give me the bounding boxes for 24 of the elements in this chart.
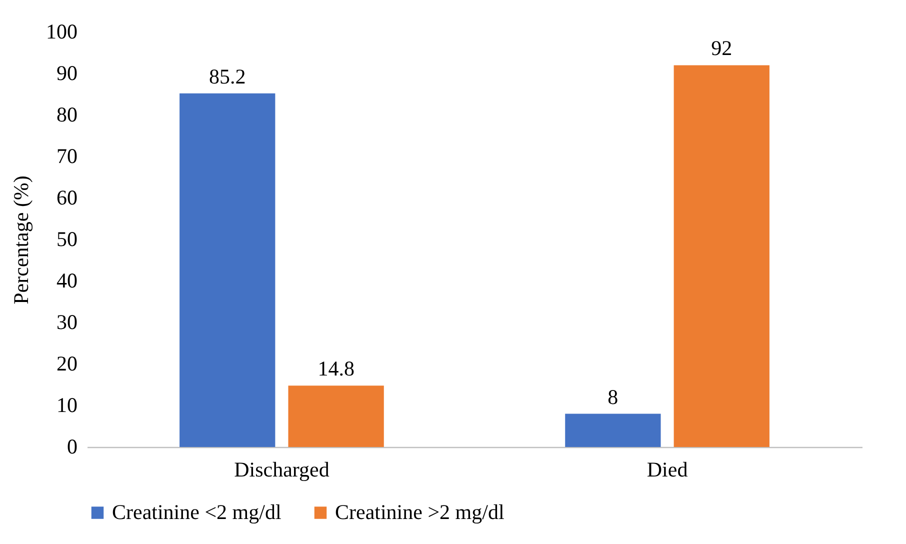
y-tick-label: 40	[56, 268, 78, 292]
y-tick-label: 90	[56, 61, 78, 85]
x-tick-label: Discharged	[234, 458, 330, 482]
data-label: 85.2	[208, 64, 246, 88]
y-tick-label: 50	[56, 227, 78, 251]
bar	[674, 65, 770, 447]
y-tick-label: 0	[67, 434, 78, 458]
y-tick-label: 80	[56, 102, 78, 126]
y-tick-label: 70	[56, 144, 78, 168]
data-label: 14.8	[318, 356, 354, 381]
data-label: 92	[711, 36, 732, 60]
data-label: 8	[608, 384, 618, 409]
y-tick-label: 10	[56, 393, 78, 417]
y-tick-label: 30	[56, 310, 78, 334]
legend-label: Creatinine >2 mg/dl	[335, 500, 504, 524]
y-tick-label: 60	[56, 186, 78, 210]
legend-label: Creatinine <2 mg/dl	[112, 500, 282, 524]
bar	[565, 414, 661, 447]
y-axis-title: Percentage (%)	[9, 176, 33, 304]
bar	[288, 386, 384, 447]
y-tick-label: 20	[56, 352, 78, 376]
x-tick-label: Died	[646, 458, 688, 482]
bar	[180, 93, 276, 447]
y-tick-label: 100	[46, 20, 78, 44]
